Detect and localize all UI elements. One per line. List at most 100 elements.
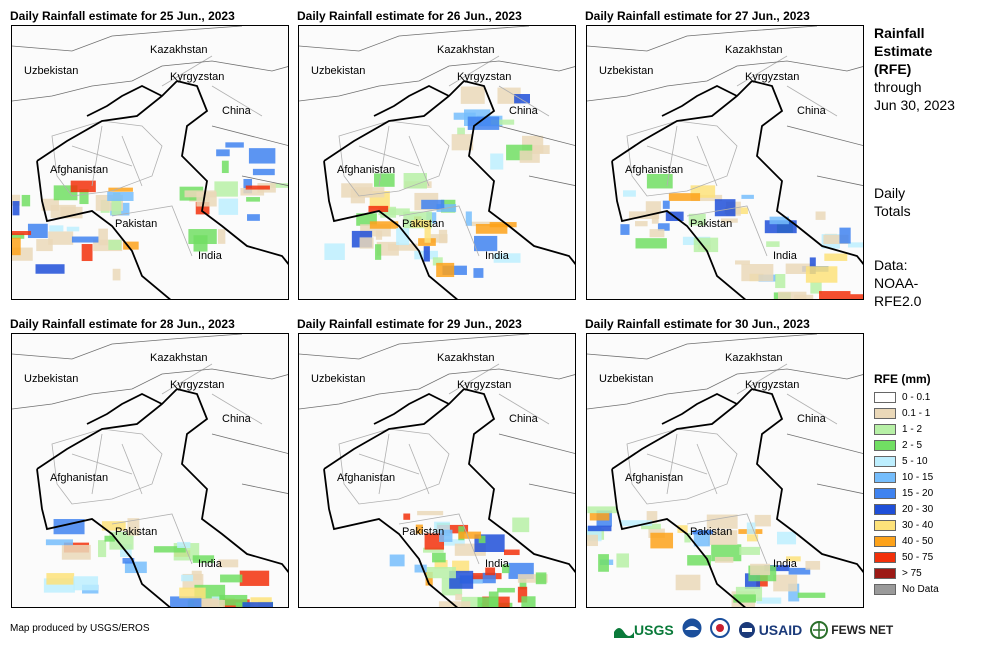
legend-swatch [874,551,896,563]
rainfall-patch [706,514,738,529]
rainfall-patch [797,592,826,598]
legend-item: 15 - 20 [874,486,933,500]
rainfall-patch [250,597,272,607]
rainfall-patch [739,546,760,555]
country-label-afghanistan: Afghanistan [337,164,396,176]
rainfall-patch [70,180,96,193]
rainfall-patch [71,236,99,243]
rainfall-patch [354,187,385,198]
rainfall-patch [788,583,800,602]
rainfall-patch [432,257,443,266]
legend-swatch [874,455,896,467]
country-label-kazakhstan: Kazakhstan [437,352,495,364]
rainfall-patch [396,228,410,246]
legend-swatch [874,407,896,419]
rainfall-patch [646,174,673,189]
rainfall-patch [270,183,288,188]
rainfall-patch [12,233,25,239]
country-label-afghanistan: Afghanistan [625,472,684,484]
rainfall-patch [245,185,270,190]
rainfall-patch [109,531,134,550]
rainfall-patch [123,241,139,250]
rainfall-patch [218,559,239,568]
focus-country-outline [611,80,863,299]
country-label-india: India [485,558,509,570]
rainfall-patch [184,190,217,198]
country-label-afghanistan: Afghanistan [625,164,684,176]
country-label-india: India [485,250,509,262]
rainfall-patch [824,253,848,261]
rainfall-patch [598,554,609,572]
usgs-logo: USGS [614,622,674,638]
legend-swatch [874,567,896,579]
rainfall-patch [12,237,21,256]
rainfall-map: Kazakhstan Uzbekistan Kyrgyzstan China Afgha… [586,333,864,608]
country-label-kyrgyzstan: Kyrgyzstan [170,71,225,83]
legend-label: 0 - 0.1 [902,391,931,403]
rainfall-patch [805,266,838,283]
country-label-kyrgyzstan: Kyrgyzstan [457,379,512,391]
rainfall-patch [424,225,431,243]
rainfall-patch [242,602,273,607]
rainfall-patch [81,244,93,262]
rainfall-patch [359,237,374,249]
rainfall-patch [437,524,469,534]
map-canvas [299,26,575,299]
rainfall-patch [98,228,108,246]
province-borders [51,363,263,565]
legend-label: 0.1 - 1 [902,407,931,419]
rainfall-patch [773,574,798,592]
usgs-logo-text: USGS [634,622,674,638]
country-label-pakistan: Pakistan [115,218,158,230]
legend-item: 5 - 10 [874,454,928,468]
map-canvas [299,334,575,607]
rainfall-patch [587,525,612,532]
rainfall-patch [181,574,194,582]
rainfall-patch [45,539,73,546]
rainfall-patch [425,571,433,586]
rainfall-map-panel: Daily Rainfall estimate for 30 Jun., 202… [585,317,865,609]
usgs-wave-icon [614,628,634,638]
rainfall-patch [387,243,418,251]
legend-item: No Data [874,582,939,596]
side-totals: Daily Totals [874,184,911,220]
legend-item: 2 - 5 [874,438,922,452]
rainfall-patch [819,291,851,299]
country-label-uzbekistan: Uzbekistan [599,373,654,385]
rainfall-patch [61,544,91,560]
focus-country-outline [611,388,863,607]
rainfall-patch [475,223,508,234]
rainfall-patch [645,201,661,213]
rainfall-patch [221,160,229,174]
side-through: through Jun 30, 2023 [874,78,955,114]
country-label-china: China [222,105,251,117]
rainfall-patch [470,221,501,227]
rainfall-patch [60,206,83,219]
legend-swatch [874,535,896,547]
rainfall-patch [27,223,48,239]
country-label-china: China [797,413,826,425]
country-label-kyrgyzstan: Kyrgyzstan [745,379,800,391]
rainfall-patch [460,86,485,104]
rainfall-patch [403,513,411,520]
rainfall-patch [46,573,75,585]
rainfall-patch [490,153,504,170]
country-borders [299,26,575,186]
country-label-kyrgyzstan: Kyrgyzstan [745,71,800,83]
rainfall-patch [48,231,74,245]
country-label-pakistan: Pakistan [115,526,158,538]
rainfall-patch [635,221,648,227]
map-panel-title: Daily Rainfall estimate for 25 Jun., 202… [10,9,235,23]
rainfall-patch [766,241,780,247]
rainfall-patch [690,194,723,202]
rainfall-patch [662,200,670,209]
focus-country-outline [36,80,288,299]
country-label-kyrgyzstan: Kyrgyzstan [170,379,225,391]
country-borders [587,334,863,494]
map-panel-title: Daily Rainfall estimate for 28 Jun., 202… [10,317,235,331]
rainfall-patch [111,198,122,215]
rainfall-patch [368,205,389,213]
rainfall-patch [188,229,217,245]
country-label-kazakhstan: Kazakhstan [725,352,783,364]
rainfall-patch [810,282,822,294]
